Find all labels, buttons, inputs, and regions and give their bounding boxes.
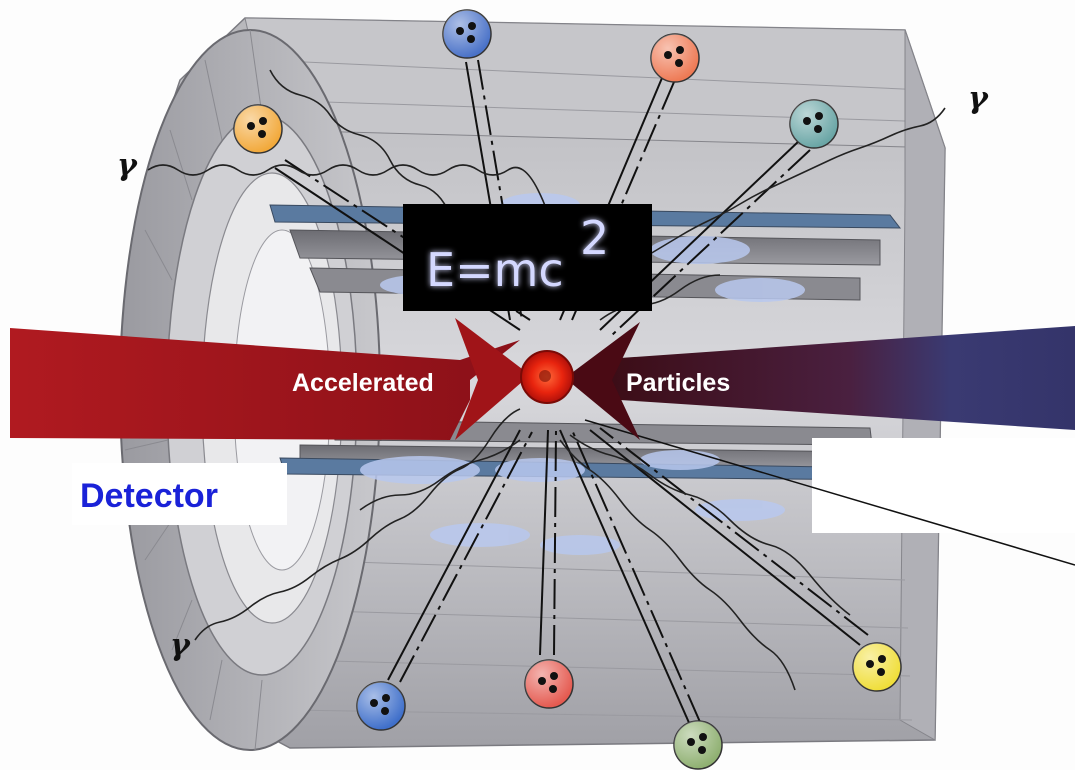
right-white-patch xyxy=(812,438,1075,533)
detector-label: Detector xyxy=(80,477,218,515)
photon-lines xyxy=(147,69,946,691)
particle-blue-bottom-left xyxy=(356,681,406,731)
accelerated-label: Accelerated xyxy=(292,369,434,397)
particle-yellow-bottom-right xyxy=(852,642,902,692)
equation-exponent: 2 xyxy=(580,211,609,265)
particle-orange-top-left xyxy=(233,104,283,154)
gamma-symbol-top-right: γ xyxy=(968,81,989,116)
particle-teal-top-right xyxy=(789,99,839,149)
gamma-symbol-left: γ xyxy=(117,148,138,183)
particle-green-bottom xyxy=(673,720,723,770)
right-beam xyxy=(565,322,1075,440)
particle-tracks xyxy=(274,59,1075,726)
particle-red-bottom xyxy=(524,659,574,709)
equation-text: E=mc xyxy=(426,243,564,297)
particle-salmon-top xyxy=(650,33,700,83)
collision-point xyxy=(520,350,574,404)
particle-blue-top xyxy=(442,9,492,59)
particles xyxy=(233,9,902,770)
gamma-symbol-bottom-left: γ xyxy=(170,628,191,663)
detector-label-patch xyxy=(72,463,287,525)
equation-panel: E=mc 2 xyxy=(403,204,652,311)
left-beam xyxy=(10,318,530,440)
particles-label: Particles xyxy=(626,369,730,397)
